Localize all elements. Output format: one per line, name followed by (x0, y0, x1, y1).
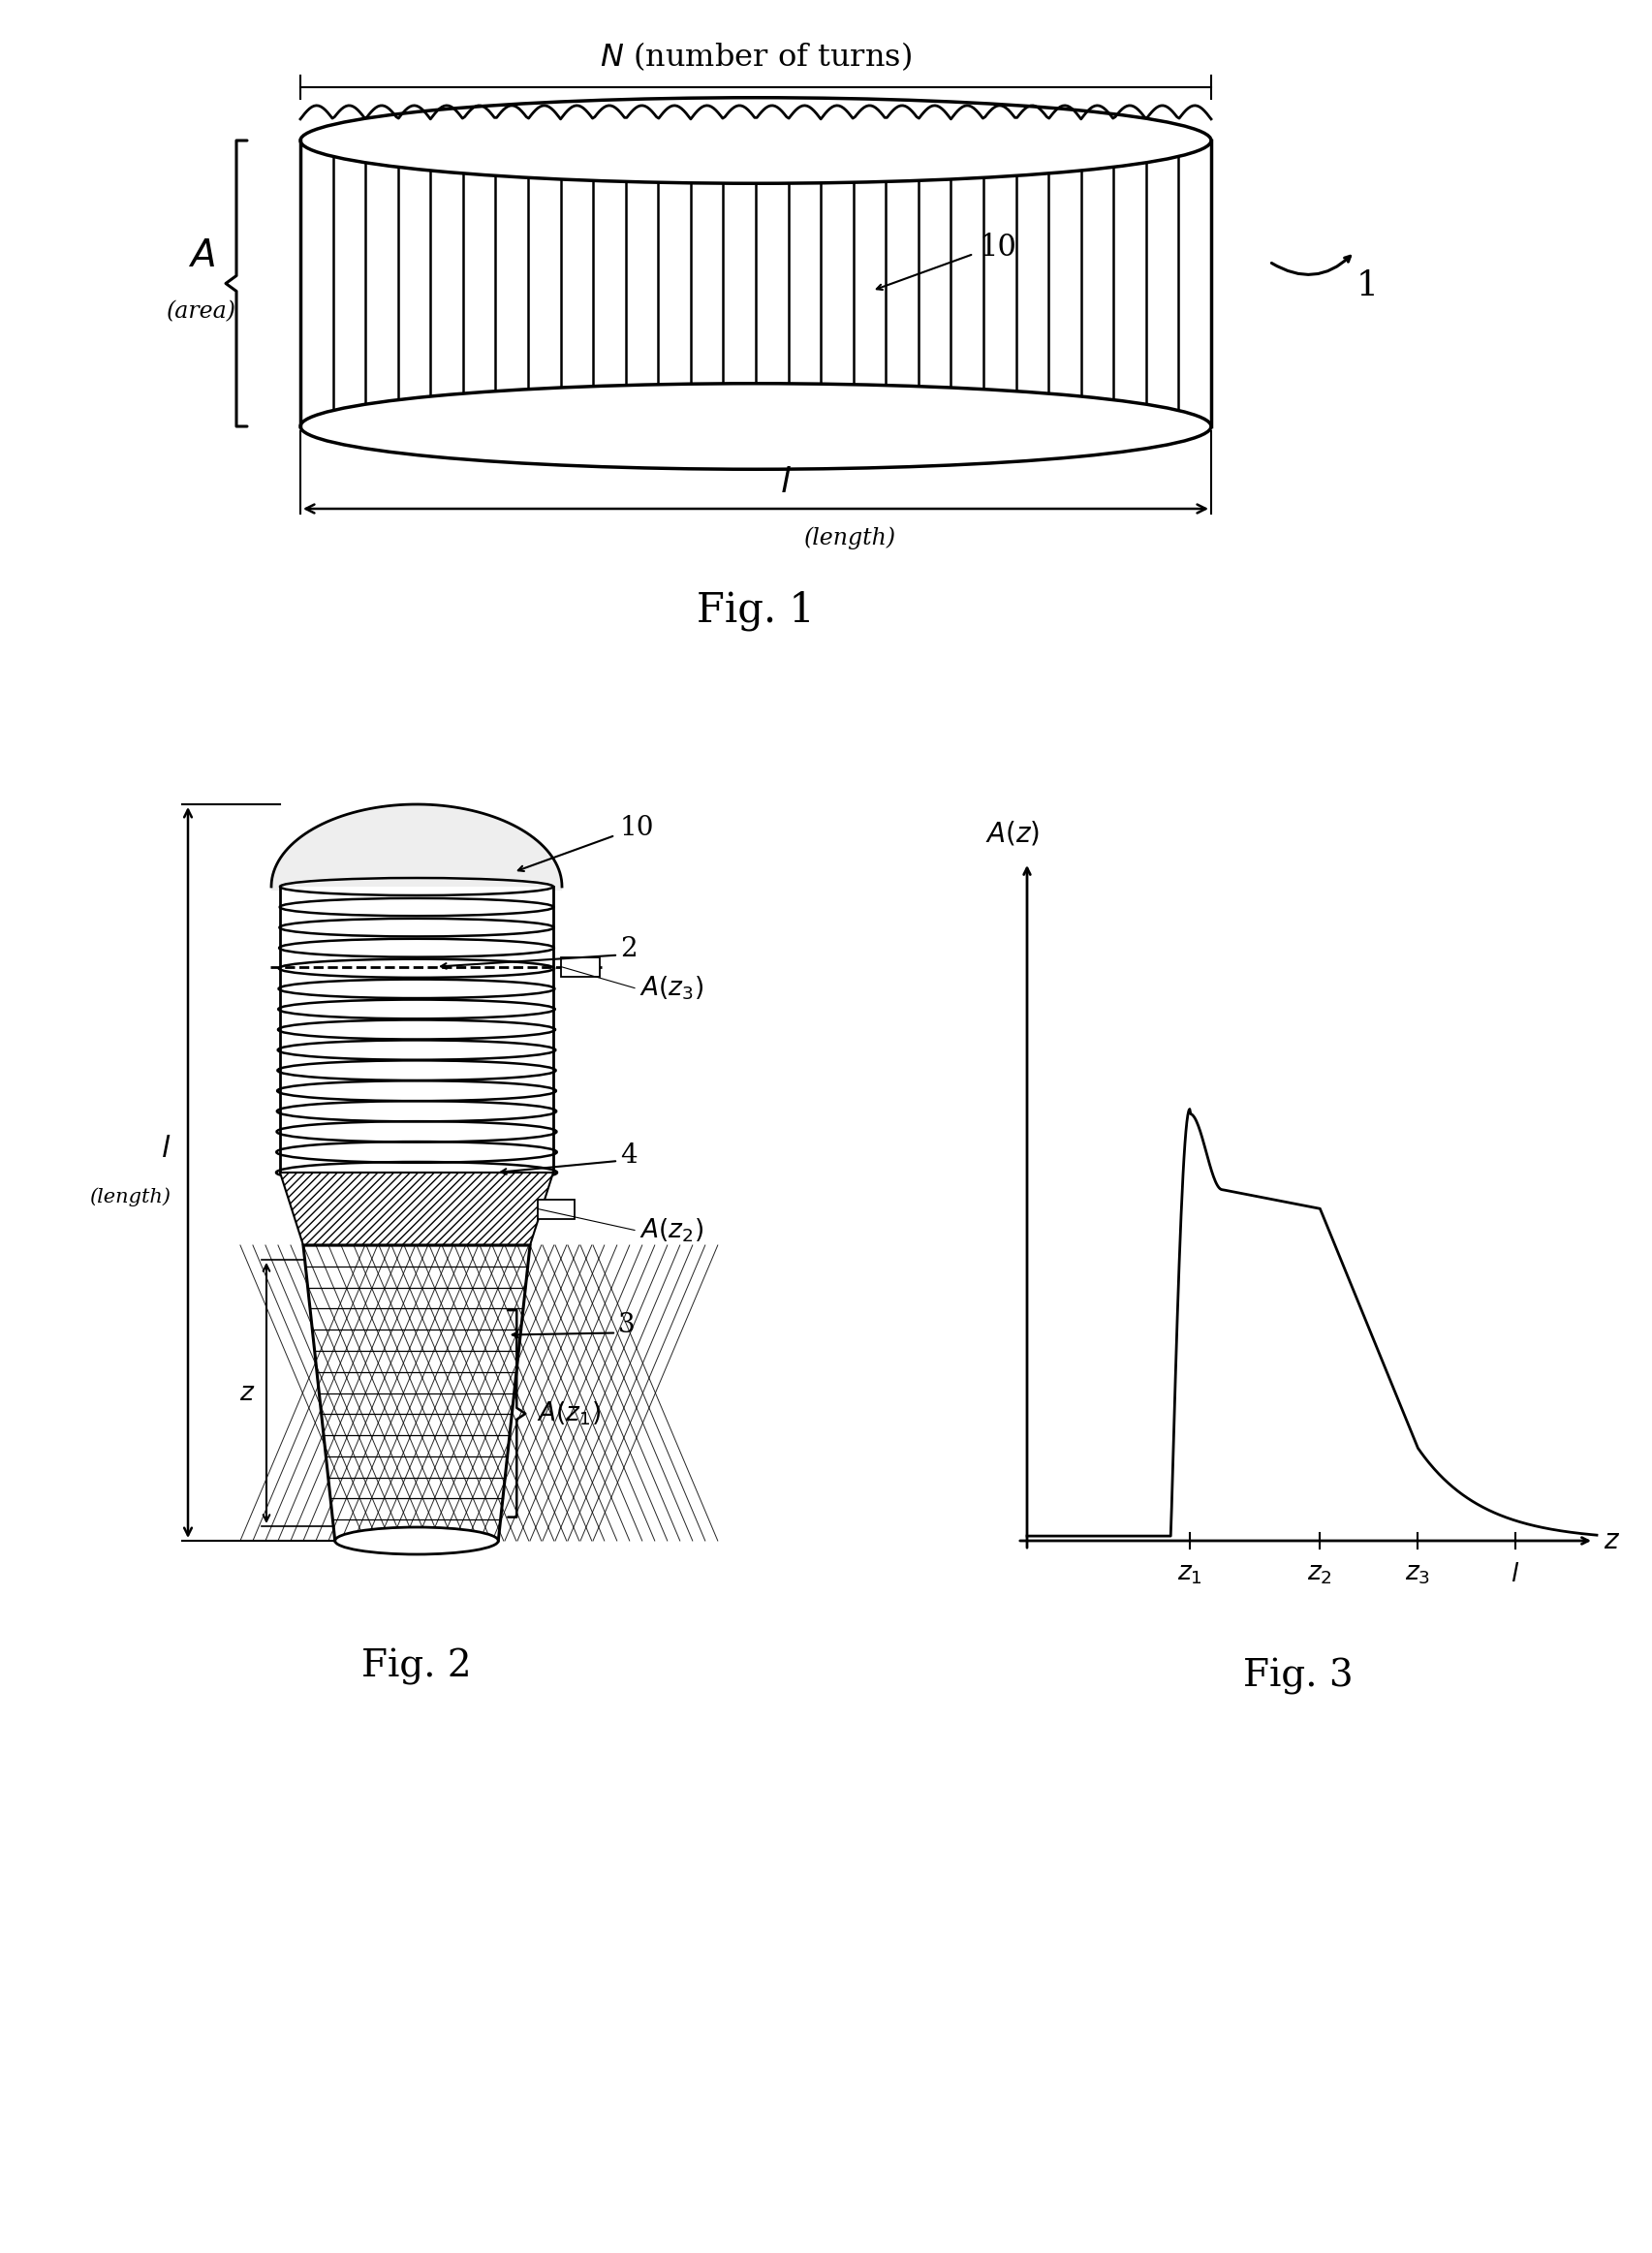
Text: Fig. 2: Fig. 2 (362, 1649, 471, 1685)
Text: $\mathit{l}$: $\mathit{l}$ (160, 1133, 170, 1163)
Text: 3: 3 (618, 1311, 634, 1338)
Text: (length): (length) (89, 1187, 170, 1205)
Text: $\mathit{A}$: $\mathit{A}$ (188, 239, 215, 275)
Text: Fig. 1: Fig. 1 (697, 590, 814, 631)
Polygon shape (302, 1246, 530, 1541)
Text: 10: 10 (620, 816, 654, 843)
Bar (560, 958, 600, 976)
Ellipse shape (335, 1528, 497, 1555)
Text: $z_1$: $z_1$ (1176, 1561, 1201, 1586)
Text: (length): (length) (805, 527, 895, 550)
Ellipse shape (271, 804, 562, 969)
Text: $\mathit{l}$: $\mathit{l}$ (1510, 1561, 1518, 1586)
Text: 4: 4 (620, 1142, 636, 1167)
Text: $z_3$: $z_3$ (1404, 1561, 1429, 1586)
Text: $\mathit{A}$$(z)$: $\mathit{A}$$(z)$ (985, 820, 1039, 847)
Text: $\mathit{A}$$(z_3)$: $\mathit{A}$$(z_3)$ (639, 973, 704, 1003)
Bar (301, 140, 1211, 426)
Polygon shape (279, 1172, 553, 1246)
Text: $z_2$: $z_2$ (1307, 1561, 1332, 1586)
Bar (279, 888, 553, 1172)
Text: 10: 10 (978, 232, 1016, 261)
Ellipse shape (301, 97, 1211, 182)
Text: Fig. 3: Fig. 3 (1242, 1658, 1353, 1694)
Text: 1: 1 (1356, 270, 1378, 302)
Bar (537, 1199, 575, 1219)
Text: (area): (area) (167, 302, 236, 322)
Text: $\mathit{z}$: $\mathit{z}$ (240, 1381, 254, 1406)
Text: $\mathit{N}$ (number of turns): $\mathit{N}$ (number of turns) (600, 41, 912, 72)
Text: 2: 2 (620, 937, 636, 962)
Text: $\mathit{z}$: $\mathit{z}$ (1602, 1528, 1619, 1555)
Text: $\mathit{A}$$(z_1)$: $\mathit{A}$$(z_1)$ (537, 1399, 601, 1428)
Text: $\mathit{A}$$(z_2)$: $\mathit{A}$$(z_2)$ (639, 1217, 704, 1244)
Text: $\mathit{l}$: $\mathit{l}$ (780, 466, 791, 500)
Ellipse shape (301, 383, 1211, 469)
